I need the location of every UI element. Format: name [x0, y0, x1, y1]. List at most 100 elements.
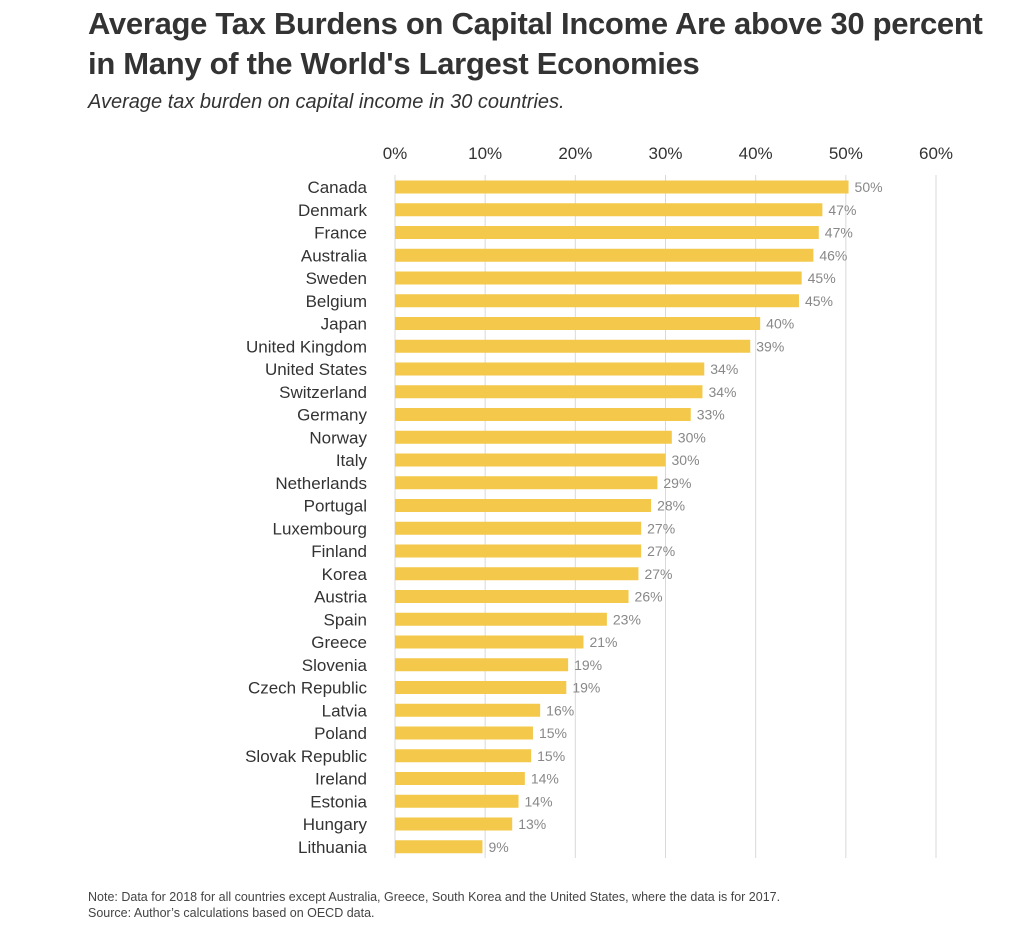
value-label: 27%	[647, 520, 675, 536]
x-tick-label: 0%	[383, 144, 408, 163]
chart-title: Average Tax Burdens on Capital Income Ar…	[88, 6, 983, 81]
value-label: 16%	[546, 702, 574, 718]
category-label: Sweden	[306, 269, 367, 288]
bar	[395, 794, 519, 808]
category-label: United Kingdom	[246, 337, 367, 356]
x-tick-label: 60%	[919, 144, 953, 163]
bar	[395, 248, 814, 262]
value-label: 29%	[663, 475, 691, 491]
bar	[395, 749, 532, 763]
value-label: 34%	[710, 361, 738, 377]
value-label: 50%	[855, 179, 883, 195]
value-label: 13%	[518, 816, 546, 832]
bar	[395, 339, 751, 353]
category-label: Slovenia	[302, 656, 368, 675]
bar	[395, 499, 652, 512]
category-label: Germany	[297, 406, 367, 425]
bar	[395, 567, 639, 581]
bar	[395, 362, 705, 376]
value-label: 33%	[697, 407, 725, 423]
value-label: 9%	[488, 839, 508, 855]
bar	[395, 521, 642, 535]
x-tick-label: 40%	[739, 144, 773, 163]
bar	[395, 476, 658, 490]
bar	[395, 612, 607, 626]
bar	[395, 271, 802, 285]
value-label: 40%	[766, 316, 794, 332]
value-label: 30%	[678, 429, 706, 445]
chart-footnote: Note: Data for 2018 for all countries ex…	[88, 889, 780, 921]
bar	[395, 385, 703, 399]
bar	[395, 294, 799, 308]
category-label: Japan	[321, 315, 367, 334]
value-label: 19%	[572, 680, 600, 696]
bar	[395, 817, 513, 831]
bar	[395, 430, 672, 444]
bar	[395, 590, 629, 603]
bar	[395, 635, 584, 649]
bar	[395, 772, 525, 785]
value-label: 21%	[589, 634, 617, 650]
value-label: 47%	[828, 202, 856, 218]
x-axis-ticks: 0% 10% 20% 30% 40% 50% 60%	[383, 144, 953, 163]
category-label: Slovak Republic	[245, 747, 367, 766]
bar-chart: 0% 10% 20% 30% 40% 50% 60% Canada Denmark France…	[245, 144, 953, 858]
category-label: Ireland	[315, 770, 367, 789]
category-label: Finland	[311, 542, 367, 561]
bar	[395, 203, 823, 217]
category-label: Korea	[322, 565, 368, 584]
value-label: 15%	[537, 748, 565, 764]
value-label: 39%	[756, 338, 784, 354]
bar	[395, 226, 819, 239]
value-label: 15%	[539, 725, 567, 741]
bars	[395, 180, 849, 854]
value-label: 30%	[672, 452, 700, 468]
category-label: Poland	[314, 724, 367, 743]
bar	[395, 840, 483, 854]
value-label: 28%	[657, 498, 685, 514]
category-label: Norway	[309, 428, 367, 447]
bar	[395, 317, 761, 330]
bar	[395, 726, 533, 740]
category-label: Latvia	[322, 701, 368, 720]
category-label: United States	[265, 360, 367, 379]
bar	[395, 408, 691, 421]
x-tick-label: 50%	[829, 144, 863, 163]
x-tick-label: 10%	[468, 144, 502, 163]
bar	[395, 681, 567, 694]
category-label: Belgium	[306, 292, 367, 311]
x-tick-label: 20%	[558, 144, 592, 163]
category-label: Portugal	[304, 497, 367, 516]
bar	[395, 544, 642, 558]
value-labels: 50% 47% 47% 46% 45% 45% 40% 39% 34% 34% 33% 30% 30% 2…	[488, 179, 882, 855]
category-label: Australia	[301, 246, 368, 265]
value-label: 45%	[805, 293, 833, 309]
value-label: 23%	[613, 611, 641, 627]
bar	[395, 453, 666, 467]
value-label: 47%	[825, 225, 853, 241]
value-label: 27%	[647, 543, 675, 559]
category-label: Netherlands	[275, 474, 367, 493]
gridlines	[394, 175, 937, 858]
category-label: Greece	[311, 633, 367, 652]
value-label: 19%	[574, 657, 602, 673]
value-label: 27%	[644, 566, 672, 582]
category-label: Luxembourg	[272, 519, 367, 538]
category-label: Estonia	[310, 792, 367, 811]
bar	[395, 658, 569, 672]
category-label: Austria	[314, 588, 367, 607]
chart-subtitle: Average tax burden on capital income in …	[88, 91, 565, 113]
bar	[395, 180, 849, 194]
category-label: Hungary	[303, 815, 368, 834]
category-label: Italy	[336, 451, 368, 470]
value-label: 46%	[819, 247, 847, 263]
value-label: 34%	[708, 384, 736, 400]
x-tick-label: 30%	[648, 144, 682, 163]
category-label: Canada	[307, 178, 367, 197]
value-label: 14%	[525, 793, 553, 809]
value-label: 45%	[808, 270, 836, 286]
category-label: France	[314, 224, 367, 243]
category-label: Czech Republic	[248, 679, 368, 698]
category-label: Lithuania	[298, 838, 368, 857]
note-text: Note: Data for 2018 for all countries ex…	[88, 890, 781, 904]
